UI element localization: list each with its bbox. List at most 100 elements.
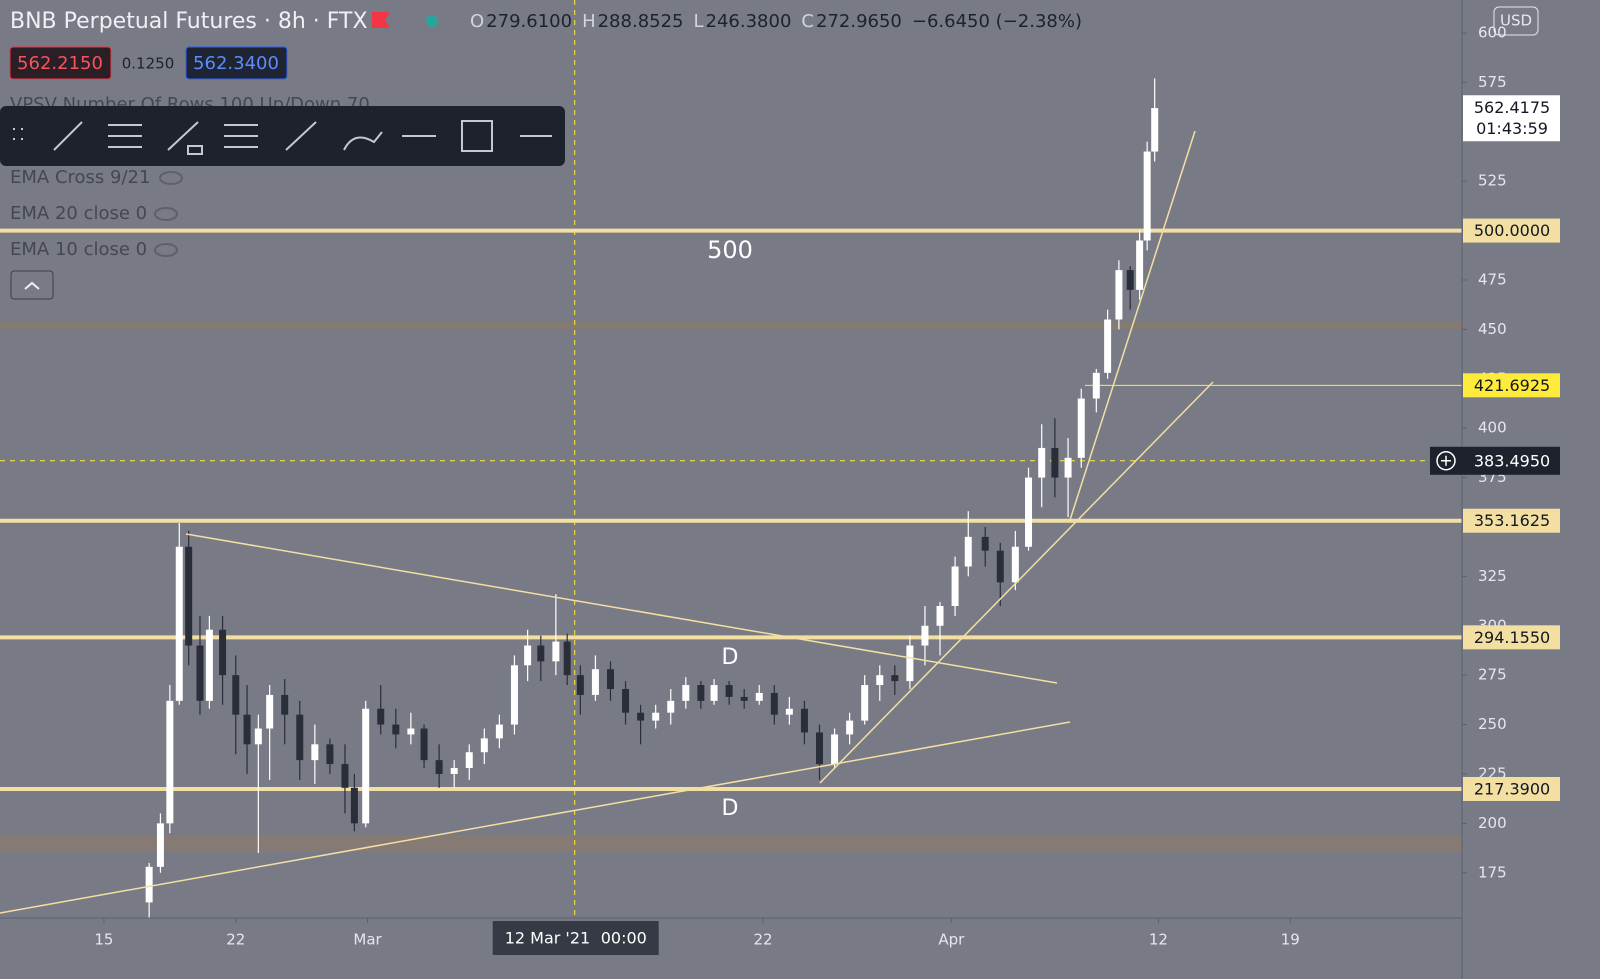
candle-body [936,606,944,626]
y-tick-label: 275 [1478,666,1507,684]
candle-body [377,708,385,725]
flag-icon[interactable] [372,12,390,28]
y-tick-label: 450 [1478,320,1507,338]
candle-body [510,665,518,725]
chevron-icon [24,281,40,290]
candle-body [816,732,824,765]
tool-trend-line[interactable] [53,121,83,151]
eye-off-icon[interactable] [159,171,183,185]
candle-body [1126,270,1134,290]
level-label: 217.3900 [1474,779,1550,798]
collapse-button[interactable] [10,270,54,300]
indicator-label[interactable]: EMA Cross 9/21 [10,167,150,188]
toolbar-bg [0,106,565,166]
level-label-box [1463,373,1560,398]
trend-line [819,381,1214,784]
ask-box[interactable] [185,46,288,80]
zone [0,834,1462,852]
crosshair-time: 00:00 [601,929,647,948]
candle-body [1151,108,1159,152]
candle-body [185,546,193,646]
candle-body [576,675,584,695]
tool-rect[interactable] [461,120,493,152]
candle-body [552,641,560,662]
candle-body [407,728,415,735]
candle-body [175,546,183,701]
candle-body [1064,457,1072,478]
ohlc-key: O [470,11,484,32]
candle-body [725,685,733,697]
candle-body [254,728,262,745]
add-alert-button[interactable] [1436,451,1456,471]
last-price-box [1463,95,1560,142]
candle-body [682,685,690,701]
eye-off-icon[interactable] [154,207,178,221]
candle-body [785,708,793,715]
level-label: 500.0000 [1474,221,1550,240]
currency-box[interactable] [1493,6,1539,36]
level-label-box [1463,776,1560,801]
candle-body [266,694,274,729]
tool-line-lock[interactable] [167,121,203,155]
y-tick-label: 400 [1478,419,1507,437]
candle-body [281,694,289,715]
indicator-label[interactable]: EMA 10 close 0 [10,239,147,260]
candle-body [232,675,240,715]
x-tick-label: 15 [94,931,113,949]
tool-brush[interactable] [343,131,383,151]
candle-body [1051,447,1059,478]
candle-body [981,536,989,551]
candle-body [166,700,174,824]
candle-body [710,685,718,701]
candle-body [800,708,808,733]
y-tick-label: 600 [1478,23,1507,41]
bid-price[interactable]: 562.2150 [17,53,103,74]
indicator-label[interactable]: EMA 20 close 0 [10,203,147,224]
level-label-box [1463,218,1560,243]
ohlc-value: 288.8525 [598,11,684,32]
x-tick-label: Apr [938,931,965,949]
candle-body [537,645,545,662]
tool-channel[interactable] [224,124,258,148]
countdown: 01:43:59 [1476,119,1548,138]
spread: 0.1250 [122,55,175,73]
crosshair-date: 12 Mar '21 [505,929,590,948]
candle-body [563,641,571,676]
ohlc-key: C [801,11,814,32]
candle-body [296,714,304,761]
candle-body [243,714,251,745]
candle-body [495,724,503,739]
drag-handle[interactable] [13,128,23,140]
tool-ray[interactable] [285,121,317,151]
candle-body [906,645,914,682]
candle-body [876,675,884,686]
candle-body [996,550,1004,583]
candle-body [420,728,428,761]
currency[interactable]: USD [1500,12,1532,30]
candle-body [392,724,400,735]
candle-body [524,645,532,666]
x-tick-label: 22 [226,931,245,949]
ohlc-value: 272.9650 [816,11,902,32]
ask-price[interactable]: 562.3400 [193,53,279,74]
tool-fib[interactable] [108,124,142,148]
candle-body [921,625,929,646]
candle-body [205,629,213,701]
symbol-title[interactable]: BNB Perpetual Futures · 8h · FTX [10,9,368,34]
eye-off-icon[interactable] [154,243,178,257]
candle-body [219,629,227,676]
candle-body [1104,319,1112,373]
trend-lines [0,130,1214,914]
x-tick-label: 22 [753,931,772,949]
candle-body [606,669,614,689]
ohlc-value: 279.6100 [486,11,572,32]
trend-line [1069,130,1196,521]
bid-box[interactable] [9,46,112,80]
candle-body [755,692,763,701]
x-tick-label: Mar [353,931,382,949]
level-label: 294.1550 [1474,628,1550,647]
ohlc-key: H [582,11,596,32]
y-tick-label: 475 [1478,270,1507,288]
change: −6.6450 (−2.38%) [912,11,1082,32]
